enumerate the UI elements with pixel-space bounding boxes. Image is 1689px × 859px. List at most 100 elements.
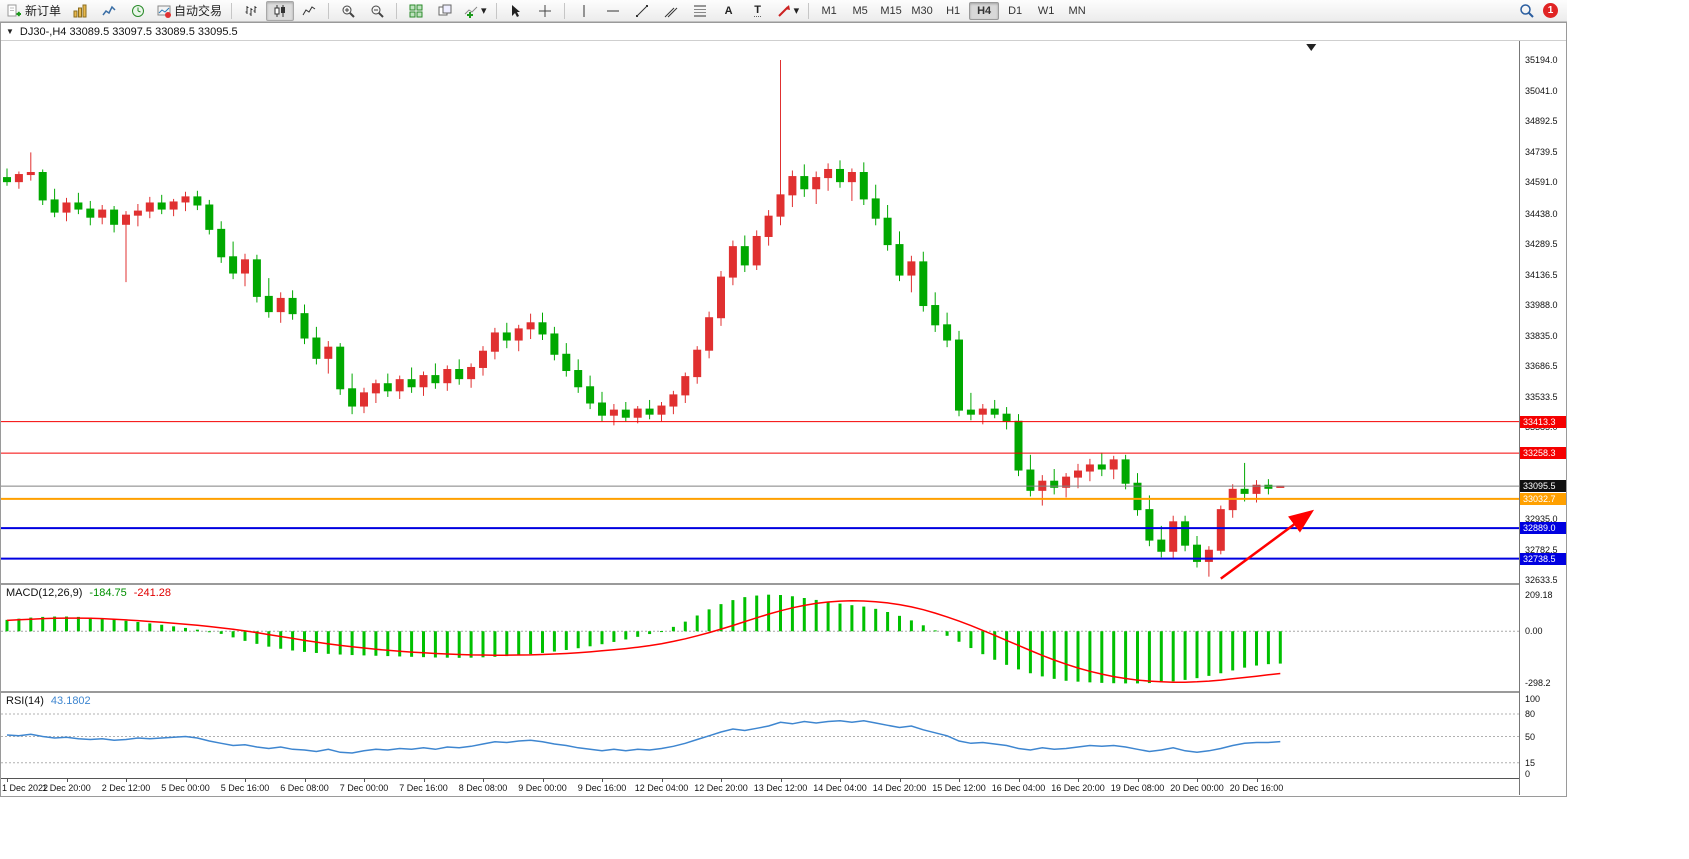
chart-window: ▼ DJ30-,H4 33089.5 33097.5 33089.5 33095…: [0, 22, 1567, 797]
price-axis-tick: 34438.0: [1525, 208, 1558, 219]
time-axis-label: 13 Dec 12:00: [753, 783, 808, 793]
time-axis-label: 7 Dec 00:00: [339, 783, 389, 793]
arrows-tool-button[interactable]: ▾: [773, 1, 804, 21]
macd-axis-tick: 0.00: [1525, 626, 1543, 637]
macd-main-value: -184.75: [89, 587, 127, 599]
notification-badge[interactable]: 1: [1543, 3, 1558, 18]
search-button[interactable]: [1512, 1, 1540, 21]
time-axis-tick: [542, 779, 544, 782]
rsi-name: RSI(14): [6, 695, 44, 707]
price-axis[interactable]: 35194.0 35041.0 34892.5 34739.5 34591.0 34438…: [1519, 41, 1566, 795]
timeframe-M15[interactable]: M15: [880, 4, 902, 17]
toolbar-separator: [808, 2, 810, 19]
time-axis-tick: [185, 779, 187, 782]
indicators-button[interactable]: ▾: [460, 1, 491, 21]
candlestick-mode-button[interactable]: [266, 0, 295, 21]
arrow-annotation: [1220, 509, 1315, 580]
timeframe-M30[interactable]: M30: [911, 4, 933, 17]
tile-windows-button[interactable]: [402, 1, 430, 21]
chart-panels: MACD(12,26,9) -184.75 -241.28 RSI(14) 43…: [1, 41, 1519, 796]
refresh-button[interactable]: [124, 1, 152, 21]
symbol-dropdown-icon[interactable]: ▼: [6, 27, 14, 36]
crosshair-button[interactable]: [531, 1, 559, 21]
search-icon: [1519, 4, 1534, 18]
cascade-windows-icon: [438, 4, 452, 15]
price-axis-tick: 32633.5: [1525, 575, 1558, 585]
macd-chart[interactable]: [1, 585, 1519, 691]
rsi-axis-tick: 100: [1525, 694, 1541, 704]
rsi-value: 43.1802: [50, 695, 91, 707]
vertical-line-tool-button[interactable]: [570, 1, 598, 21]
charts-button[interactable]: [66, 1, 94, 21]
channel-tool-button[interactable]: [657, 1, 685, 21]
rsi-chart[interactable]: [1, 693, 1519, 778]
timeframe-M5[interactable]: M5: [852, 4, 868, 17]
vertical-line-icon: [583, 4, 585, 17]
price-axis-tick: 34739.5: [1525, 147, 1558, 158]
price-axis-tick: 33835.0: [1525, 330, 1558, 341]
rsi-panel: RSI(14) 43.1802: [1, 693, 1519, 778]
bar-chart-icon: [245, 5, 257, 16]
price-line-badge: 33413.3: [1520, 415, 1566, 428]
toolbar-separator: [563, 2, 565, 19]
tick-chart-icon: [102, 5, 116, 15]
timeframe-M1[interactable]: M1: [821, 4, 837, 17]
time-axis-tick: [364, 779, 365, 782]
new-order-button[interactable]: 新订单: [3, 1, 65, 21]
price-axis-tick: 34892.5: [1525, 116, 1558, 127]
rsi-line: [6, 720, 1281, 754]
horizontal-line-tool-button[interactable]: [599, 1, 627, 21]
cascade-windows-button[interactable]: [431, 1, 459, 21]
panel-separator[interactable]: [1, 691, 1519, 693]
price-axis-tick: 34289.5: [1525, 238, 1558, 249]
charts-icon: [73, 4, 87, 17]
text-tool-icon: A: [724, 4, 733, 17]
rsi-axis-tick: 50: [1525, 731, 1536, 742]
notification-count: 1: [1547, 5, 1554, 16]
label-tool-button[interactable]: T: [744, 1, 772, 21]
trendline-tool-button[interactable]: [628, 1, 656, 21]
text-tool-button[interactable]: A: [715, 1, 743, 21]
time-axis-tick: [721, 779, 722, 782]
time-axis-tick: [959, 779, 960, 782]
time-axis-tick: [1197, 779, 1198, 782]
time-axis-label: 20 Dec 16:00: [1229, 783, 1284, 793]
panel-separator[interactable]: [1, 583, 1519, 585]
time-axis-tick: [899, 779, 901, 782]
price-axis-tick: 32935.0: [1525, 513, 1558, 524]
price-axis-tick: 32782.5: [1525, 544, 1558, 555]
tick-chart-button[interactable]: [95, 1, 123, 21]
fibonacci-tool-button[interactable]: [686, 1, 714, 21]
timeframe-W1[interactable]: W1: [1037, 4, 1055, 17]
time-axis-label: 12 Dec 20:00: [694, 783, 748, 793]
bar-chart-mode-button[interactable]: [237, 1, 265, 21]
chart-body: MACD(12,26,9) -184.75 -241.28 RSI(14) 43…: [1, 41, 1566, 796]
timeframe-MN[interactable]: MN: [1068, 4, 1086, 17]
price-chart[interactable]: [1, 41, 1519, 583]
line-chart-mode-button[interactable]: [295, 1, 323, 21]
rsi-axis-tick: 0: [1525, 769, 1531, 779]
cursor-button[interactable]: [502, 1, 530, 21]
time-axis-label: 1 Dec 2022: [2, 783, 49, 793]
time-axis-tick: [780, 779, 782, 782]
time-axis-label: 16 Dec 20:00: [1051, 783, 1105, 793]
time-axis[interactable]: 1 Dec 2022 1 Dec 20:00 2 Dec 12:00 5 Dec 00…: [1, 778, 1519, 796]
zoom-out-button[interactable]: [363, 1, 391, 21]
zoom-in-button[interactable]: [334, 1, 362, 21]
rsi-axis-tick: 15: [1525, 757, 1536, 768]
price-axis-tick: 35041.0: [1525, 86, 1558, 97]
time-axis-tick: [423, 779, 425, 782]
time-axis-tick: [840, 779, 841, 782]
timeframe-D1[interactable]: D1: [1008, 4, 1023, 17]
time-axis-tick: [1137, 779, 1139, 782]
timeframe-H1[interactable]: H1: [946, 4, 961, 17]
price-line-badge: 32889.0: [1520, 522, 1566, 535]
timeframe-H4[interactable]: H4: [969, 1, 1000, 20]
toolbar-separator: [495, 2, 497, 19]
toolbar-separator: [328, 2, 330, 19]
time-axis-label: 14 Dec 04:00: [813, 783, 867, 793]
chart-titlebar: ▼ DJ30-,H4 33089.5 33097.5 33089.5 33095…: [1, 23, 1566, 41]
candlestick-icon: [274, 4, 286, 17]
auto-trading-button[interactable]: 自动交易: [153, 1, 226, 21]
toolbar-separator: [396, 2, 398, 19]
